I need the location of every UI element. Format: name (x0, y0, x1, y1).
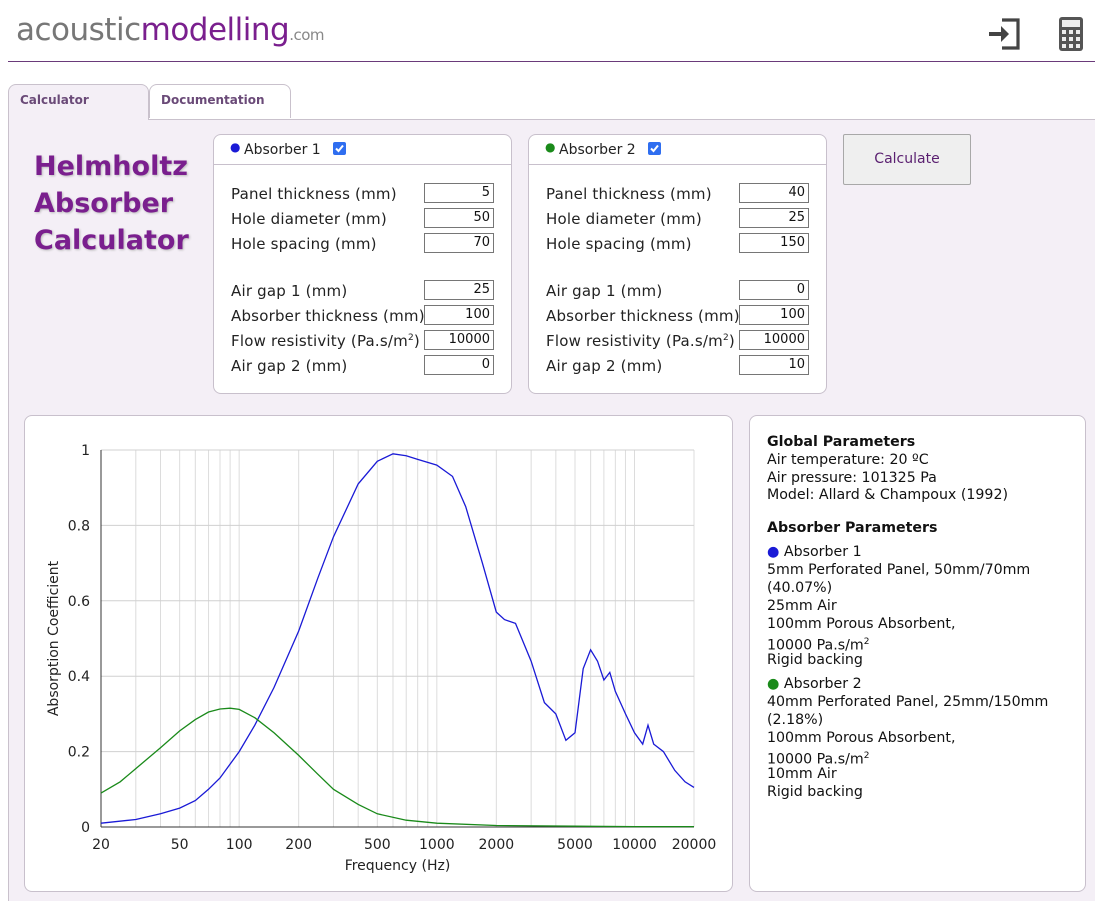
y-tick-label: 1 (81, 443, 90, 459)
absorber-2-absorber-thickness-input[interactable]: 100 (739, 305, 809, 325)
absorber-1-porous-text: 100mm Porous Absorbent, (767, 616, 956, 632)
y-tick-label: 0.4 (68, 669, 90, 685)
y-tick-label: 0 (81, 820, 90, 836)
global-parameters-heading: Global Parameters (767, 434, 916, 450)
x-tick-label: 50 (171, 837, 189, 853)
absorption-chart: 20 50 100 200 500 1000 2000 5000 10000 20000 0 0.2 0… (46, 443, 717, 874)
absorber-1-air-gap-2-input[interactable]: 0 (424, 355, 494, 375)
y-tick-label: 0.6 (68, 594, 90, 610)
absorber-2-panel-text: 40mm Perforated Panel, 25mm/150mm (767, 694, 1049, 710)
absorber-1-hole-spacing-input[interactable]: 70 (424, 233, 494, 253)
absorber-2-absorber-thickness-label: Absorber thickness (mm) (546, 307, 740, 325)
absorber-2-porosity-text: (2.18%) (767, 712, 824, 728)
y-tick-label: 0.2 (68, 745, 90, 761)
series-line-absorber-1 (100, 453, 695, 824)
absorber-parameters-heading: Absorber Parameters (767, 520, 938, 536)
x-tick-label: 5000 (557, 837, 593, 853)
calculator-icon[interactable] (1056, 16, 1092, 52)
absorber-1-flow-resistivity-input[interactable]: 10000 (424, 330, 494, 350)
y-tick-label: 0.8 (68, 518, 90, 534)
absorber-1-header: ● Absorber 1 (214, 135, 511, 165)
absorber-2-hole-spacing-label: Hole spacing (mm) (546, 235, 692, 253)
air-pressure-text: Air pressure: 101325 Pa (767, 469, 937, 486)
absorber-2-hole-diameter-label: Hole diameter (mm) (546, 210, 702, 228)
absorber-2-checkbox[interactable] (648, 142, 661, 155)
calculate-button[interactable]: Calculate (843, 134, 971, 185)
absorber-2-hole-diameter-input[interactable]: 25 (739, 208, 809, 228)
absorber-1-bullet-icon: ● (230, 140, 241, 154)
absorber-2-air-text: 10mm Air (767, 766, 837, 782)
absorber-1-air-text: 25mm Air (767, 598, 837, 614)
absorber-1-backing-text: Rigid backing (767, 652, 863, 668)
air-temperature-text: Air temperature: 20 ºC (767, 451, 929, 468)
absorber-2-header: ● Absorber 2 (529, 135, 826, 165)
absorber-1-absorber-thickness-input[interactable]: 100 (424, 305, 494, 325)
absorber-1-air-gap-1-input[interactable]: 25 (424, 280, 494, 300)
x-tick-label: 20 (92, 837, 110, 853)
absorber-2-air-gap-1-label: Air gap 1 (mm) (546, 282, 663, 300)
tab-bar: Calculator Documentation (8, 84, 1095, 120)
model-text: Model: Allard & Champoux (1992) (767, 487, 1009, 504)
absorber-1-hole-spacing-label: Hole spacing (mm) (231, 235, 377, 253)
page-title: Helmholtz Absorber Calculator (34, 151, 189, 256)
absorber-2-backing-text: Rigid backing (767, 784, 863, 800)
absorber-2-flow-resistivity-label: Flow resistivity (Pa.s/m2) (546, 332, 735, 350)
absorber-1-hole-diameter-input[interactable]: 50 (424, 208, 494, 228)
absorber-1-panel-thickness-label: Panel thickness (mm) (231, 185, 397, 203)
login-icon[interactable] (986, 16, 1022, 52)
absorber-2-air-gap-2-input[interactable]: 10 (739, 355, 809, 375)
absorber-2-panel-thickness-input[interactable]: 40 (739, 183, 809, 203)
header-divider (8, 61, 1095, 62)
absorber-1-summary-title: ● Absorber 1 (767, 544, 862, 560)
x-tick-label: 10000 (612, 837, 657, 853)
absorber-2-air-gap-2-label: Air gap 2 (mm) (546, 357, 663, 375)
x-axis-label: Frequency (Hz) (345, 858, 451, 874)
absorber-2-panel-thickness-label: Panel thickness (mm) (546, 185, 712, 203)
y-axis-label: Absorption Coefficient (46, 560, 62, 716)
x-tick-label: 100 (226, 837, 253, 853)
x-tick-label: 500 (364, 837, 391, 853)
absorber-2-summary-title: ● Absorber 2 (767, 676, 862, 692)
absorber-1-resistivity-text: 10000 Pa.s/m2 (767, 637, 870, 654)
absorber-1-panel-thickness-input[interactable]: 5 (424, 183, 494, 203)
absorber-1-porosity-text: (40.07%) (767, 580, 833, 596)
absorber-2-flow-resistivity-input[interactable]: 10000 (739, 330, 809, 350)
x-tick-label: 2000 (479, 837, 515, 853)
site-logo[interactable]: acousticmodelling.com (16, 12, 325, 48)
x-tick-label: 20000 (672, 837, 717, 853)
absorber-1-hole-diameter-label: Hole diameter (mm) (231, 210, 387, 228)
absorber-2-summary-bullet-icon: ● (767, 676, 784, 692)
absorber-1-panel-text: 5mm Perforated Panel, 50mm/70mm (767, 562, 1031, 578)
x-tick-label: 200 (285, 837, 312, 853)
absorber-2-hole-spacing-input[interactable]: 150 (739, 233, 809, 253)
absorber-2-resistivity-text: 10000 Pa.s/m2 (767, 751, 870, 768)
absorber-2-bullet-icon: ● (545, 140, 556, 154)
absorber-2-card: ● Absorber 2 Panel thickness (mm) 40 Hol… (528, 134, 827, 394)
absorber-1-summary-bullet-icon: ● (767, 544, 784, 560)
tab-calculator[interactable]: Calculator (8, 84, 149, 120)
absorber-1-air-gap-1-label: Air gap 1 (mm) (231, 282, 348, 300)
series-line-absorber-2 (100, 707, 694, 828)
absorber-1-flow-resistivity-label: Flow resistivity (Pa.s/m2) (231, 332, 420, 350)
chart-card: 20 50 100 200 500 1000 2000 5000 10000 20000 0 0.2 0… (24, 415, 733, 892)
absorber-1-card: ● Absorber 1 Panel thickness (mm) 5 Hole… (213, 134, 512, 394)
info-card: Global Parameters Air temperature: 20 ºC… (749, 415, 1086, 892)
absorber-1-checkbox[interactable] (333, 142, 346, 155)
absorber-2-air-gap-1-input[interactable]: 0 (739, 280, 809, 300)
tab-documentation[interactable]: Documentation (149, 84, 291, 118)
absorber-1-absorber-thickness-label: Absorber thickness (mm) (231, 307, 425, 325)
absorber-2-porous-text: 100mm Porous Absorbent, (767, 730, 956, 746)
x-tick-label: 1000 (419, 837, 455, 853)
absorber-1-air-gap-2-label: Air gap 2 (mm) (231, 357, 348, 375)
